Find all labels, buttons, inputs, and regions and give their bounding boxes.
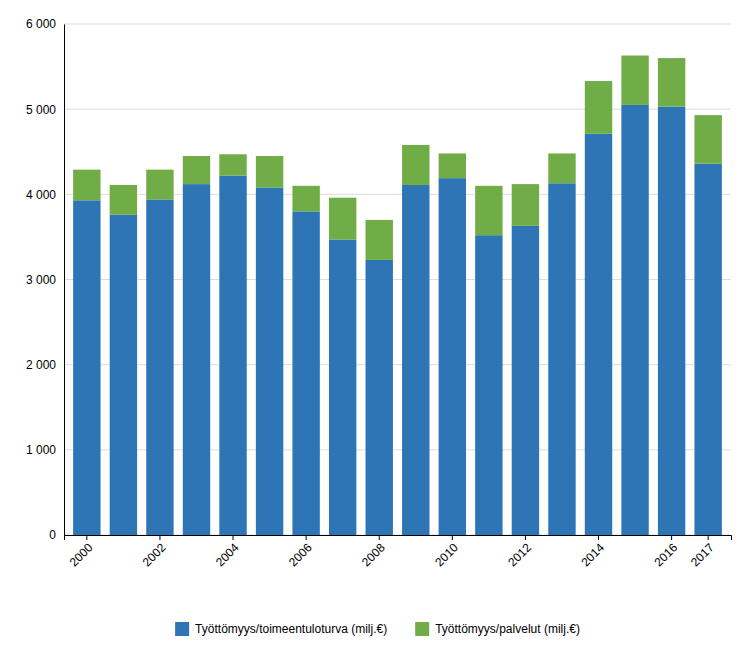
x-tick-mark xyxy=(306,535,307,540)
bars xyxy=(73,56,722,535)
bar xyxy=(292,186,319,212)
y-tick: 1 000 xyxy=(26,443,64,457)
bar xyxy=(292,211,319,535)
x-axis: 2000 2002 2004 2006 2008 2010 2012 2014 2016 2017 xyxy=(65,535,732,569)
x-tick: 2016 xyxy=(651,535,680,569)
bar xyxy=(73,170,100,201)
bar xyxy=(146,199,173,535)
bar xyxy=(219,154,246,175)
bar xyxy=(329,239,356,535)
x-tick-label: 2010 xyxy=(432,540,461,569)
bar xyxy=(439,178,466,535)
y-tick-label: 1 000 xyxy=(26,443,56,457)
bar xyxy=(366,260,393,535)
y-tick: 4 000 xyxy=(26,188,64,202)
grid-line xyxy=(64,24,731,25)
x-tick-label: 2017 xyxy=(688,540,717,569)
y-tick: 0 xyxy=(49,528,64,542)
bar xyxy=(512,226,539,535)
x-tick: 2014 xyxy=(578,535,607,569)
bar xyxy=(73,200,100,535)
x-axis-line xyxy=(65,536,732,541)
legend: Työttömyys/toimeentuloturva (milj.€) Työt… xyxy=(175,622,580,636)
bar xyxy=(183,184,210,535)
legend-swatch xyxy=(415,622,429,636)
x-tick-mark xyxy=(598,535,599,540)
x-tick: 2010 xyxy=(432,535,461,569)
bar xyxy=(694,115,721,164)
x-tick: 2004 xyxy=(213,535,242,569)
bar xyxy=(694,164,721,535)
x-tick: 2000 xyxy=(67,535,96,569)
x-tick: 2002 xyxy=(140,535,169,569)
bar xyxy=(621,105,648,535)
bar-series xyxy=(73,56,722,260)
x-tick-label: 2000 xyxy=(67,540,96,569)
legend-item: Työttömyys/palvelut (milj.€) xyxy=(415,622,580,636)
grid xyxy=(64,24,731,535)
y-tick-label: 4 000 xyxy=(26,188,56,202)
x-tick-mark xyxy=(159,535,160,540)
plot: 2000 2002 2004 2006 2008 2010 2012 2014 2016 2017… xyxy=(26,17,732,569)
legend-swatch xyxy=(175,622,189,636)
bar xyxy=(585,81,612,134)
x-tick: 2006 xyxy=(286,535,315,569)
chart: 2000 2002 2004 2006 2008 2010 2012 2014 2016 2017… xyxy=(0,0,755,655)
x-tick-label: 2004 xyxy=(213,540,242,569)
bar xyxy=(219,176,246,535)
x-tick-mark xyxy=(86,535,87,540)
bar xyxy=(512,184,539,226)
bar xyxy=(439,153,466,178)
bar xyxy=(475,235,502,535)
x-tick-label: 2014 xyxy=(578,540,607,569)
x-tick-mark xyxy=(708,535,709,540)
bar xyxy=(110,185,137,215)
x-tick-label: 2008 xyxy=(359,540,388,569)
y-tick-label: 3 000 xyxy=(26,273,56,287)
x-tick-label: 2006 xyxy=(286,540,315,569)
y-tick: 6 000 xyxy=(26,17,64,31)
bar xyxy=(183,156,210,184)
y-tick: 2 000 xyxy=(26,358,64,372)
bar xyxy=(256,188,283,535)
legend-item: Työttömyys/toimeentuloturva (milj.€) xyxy=(175,622,387,636)
bar xyxy=(402,145,429,185)
y-tick-label: 0 xyxy=(49,528,56,542)
bar xyxy=(548,153,575,183)
y-tick: 5 000 xyxy=(26,103,64,117)
bar xyxy=(585,134,612,535)
bar xyxy=(256,156,283,188)
x-tick-mark xyxy=(525,535,526,540)
bar xyxy=(621,56,648,105)
x-tick: 2017 xyxy=(688,535,717,569)
x-tick-mark xyxy=(452,535,453,540)
legend-label: Työttömyys/palvelut (milj.€) xyxy=(435,622,580,636)
x-tick: 2008 xyxy=(359,535,388,569)
y-tick-label: 5 000 xyxy=(26,103,56,117)
y-axis-line xyxy=(64,25,65,536)
x-tick: 2012 xyxy=(505,535,534,569)
x-tick-mark xyxy=(671,535,672,540)
chart-container: 2000 2002 2004 2006 2008 2010 2012 2014 2016 2017… xyxy=(0,0,755,655)
y-axis: 0 1 000 2 000 3 000 4 000 5 000 6 000 xyxy=(26,17,65,542)
legend-label: Työttömyys/toimeentuloturva (milj.€) xyxy=(195,622,387,636)
bar-series xyxy=(73,105,722,535)
y-tick-label: 6 000 xyxy=(26,17,56,31)
bar xyxy=(658,107,685,535)
bar xyxy=(366,220,393,260)
x-tick-label: 2002 xyxy=(140,540,169,569)
bar xyxy=(146,170,173,200)
bar xyxy=(402,185,429,535)
bar xyxy=(329,198,356,240)
x-tick-label: 2012 xyxy=(505,540,534,569)
bar xyxy=(548,183,575,535)
y-tick: 3 000 xyxy=(26,273,64,287)
x-tick-label: 2016 xyxy=(651,540,680,569)
bar xyxy=(658,58,685,107)
x-tick-mark xyxy=(379,535,380,540)
bar xyxy=(110,215,137,535)
y-tick-label: 2 000 xyxy=(26,358,56,372)
bar xyxy=(475,186,502,235)
x-tick-mark xyxy=(233,535,234,540)
